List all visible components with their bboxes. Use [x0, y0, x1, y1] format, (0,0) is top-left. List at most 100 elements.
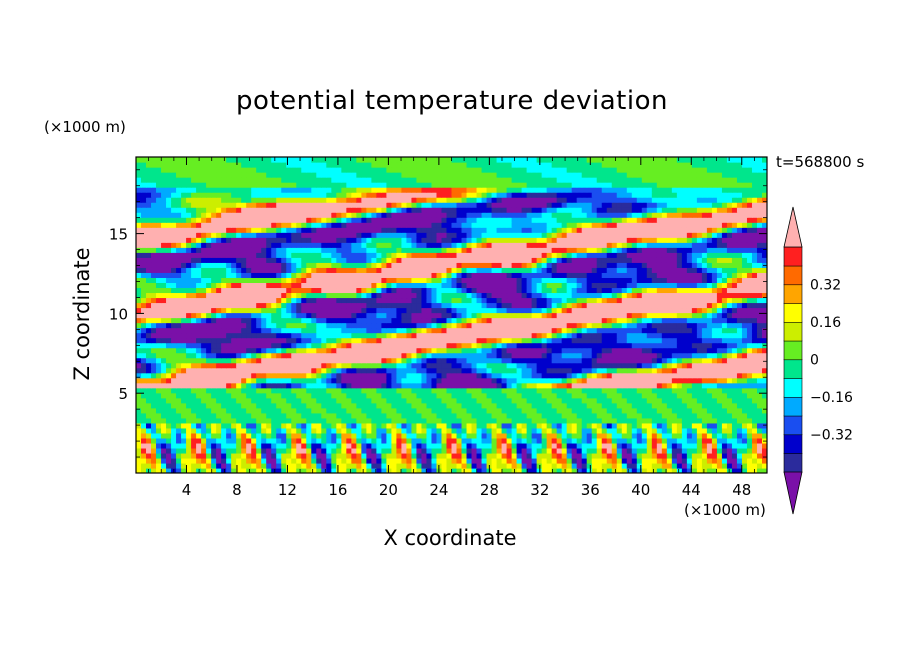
field-cell [156, 412, 162, 419]
field-cell [196, 362, 202, 369]
field-cell [521, 302, 528, 309]
field-cell [641, 467, 648, 473]
field-cell [496, 287, 503, 294]
field-cell [206, 307, 212, 314]
field-cell [291, 357, 297, 364]
field-cell [146, 387, 152, 394]
field-cell [506, 437, 513, 444]
field-cell [596, 457, 603, 464]
field-cell [501, 447, 508, 454]
field-cell [551, 347, 558, 354]
field-cell [711, 297, 718, 304]
field-cell [606, 312, 613, 319]
field-cell [236, 452, 242, 459]
field-cell [661, 362, 668, 369]
field-cell [176, 382, 182, 389]
field-cell [451, 462, 458, 469]
field-cell [626, 447, 633, 454]
field-cell [141, 352, 147, 359]
field-cell [686, 462, 693, 469]
field-cell [591, 427, 598, 434]
field-cell [356, 397, 362, 404]
field-cell [736, 432, 743, 439]
field-cell [176, 292, 182, 299]
field-cell [646, 292, 653, 299]
field-cell [296, 447, 302, 454]
field-cell [426, 427, 433, 434]
field-cell [531, 287, 538, 294]
field-cell [201, 272, 207, 278]
field-cell [586, 332, 593, 339]
field-cell [456, 387, 463, 394]
field-cell [406, 327, 413, 334]
field-cell [306, 432, 312, 439]
field-cell [401, 367, 408, 374]
field-cell [491, 377, 498, 384]
field-cell [381, 402, 387, 409]
field-cell [271, 392, 277, 399]
field-cell [751, 437, 758, 444]
field-cell [306, 362, 312, 369]
field-cell [596, 357, 603, 364]
field-cell [166, 407, 172, 414]
field-cell [666, 352, 673, 359]
field-cell [376, 352, 382, 359]
field-cell [746, 332, 753, 339]
field-cell [181, 402, 187, 409]
field-cell [671, 402, 678, 409]
field-cell [246, 422, 252, 429]
field-cell [356, 342, 362, 349]
field-cell [316, 442, 322, 449]
field-cell [541, 317, 548, 324]
field-cell [286, 372, 292, 379]
field-cell [336, 452, 342, 459]
field-cell [191, 392, 197, 399]
field-cell [261, 442, 267, 449]
field-cell [316, 272, 322, 278]
field-cell [701, 332, 708, 339]
field-cell [351, 442, 357, 449]
field-cell [276, 302, 282, 309]
field-cell [531, 377, 538, 384]
field-cell [536, 357, 543, 364]
field-cell [326, 377, 332, 384]
field-cell [216, 427, 222, 434]
field-cell [426, 462, 433, 469]
field-cell [416, 412, 423, 419]
field-cell [551, 427, 558, 434]
field-cell [426, 317, 433, 324]
field-cell [561, 462, 568, 469]
field-cell [211, 292, 217, 299]
field-cell [376, 297, 382, 304]
field-cell [381, 387, 387, 394]
field-cell [711, 277, 718, 283]
field-cell [536, 332, 543, 339]
field-cell [681, 292, 688, 299]
field-cell [651, 377, 658, 384]
field-cell [411, 367, 418, 374]
field-cell [751, 377, 758, 384]
field-cell [526, 467, 533, 473]
field-cell [471, 357, 478, 364]
field-cell [326, 297, 332, 304]
field-cell [371, 302, 377, 309]
field-cell [746, 467, 753, 473]
field-cell [321, 402, 327, 409]
field-cell [646, 412, 653, 419]
field-cell [371, 312, 377, 319]
field-cell [616, 302, 623, 309]
field-cell [661, 402, 668, 409]
field-cell [376, 277, 382, 283]
field-cell [296, 422, 302, 429]
field-cell [736, 462, 743, 469]
field-cell [636, 382, 643, 389]
field-cell [201, 392, 207, 399]
field-cell [381, 442, 387, 449]
field-cell [596, 317, 603, 324]
field-cell [231, 337, 237, 344]
field-cell [166, 322, 172, 329]
field-cell [231, 302, 237, 309]
field-cell [141, 467, 147, 473]
field-cell [471, 407, 478, 414]
field-cell [141, 272, 147, 278]
